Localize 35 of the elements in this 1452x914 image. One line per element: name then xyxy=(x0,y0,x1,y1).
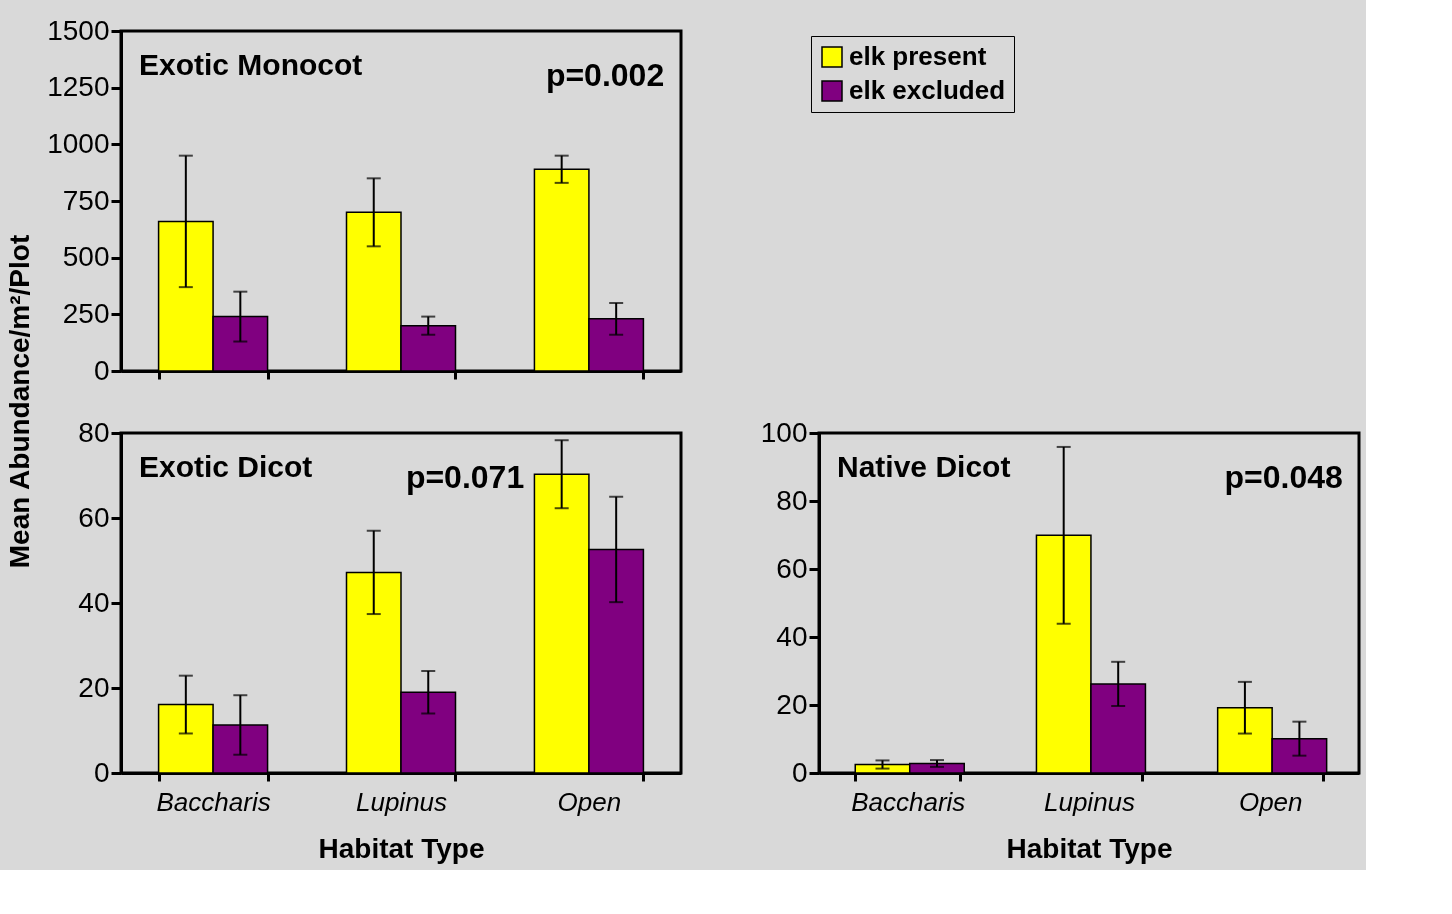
y-tick-label: 80 xyxy=(776,484,808,516)
x-tick-label: Baccharis xyxy=(156,786,271,817)
text: Native Dicot xyxy=(837,450,1011,483)
y-tick-label: 1500 xyxy=(47,14,110,46)
y-tick-label: 0 xyxy=(93,756,110,788)
legend-label: elk excluded xyxy=(849,75,1006,105)
y-tick-label: 1250 xyxy=(47,71,110,103)
x-axis-title: Habitat Type xyxy=(1006,832,1173,864)
text: Exotic Dicot xyxy=(139,450,313,483)
y-tick-label: 1000 xyxy=(47,127,110,159)
y-tick-label: 80 xyxy=(78,416,110,448)
x-tick-label: Baccharis xyxy=(851,786,966,817)
y-tick-label: 250 xyxy=(62,297,110,329)
y-tick-label: 0 xyxy=(93,354,110,386)
x-tick-label: Lupinus xyxy=(1043,786,1136,817)
annotation: p=0.048 xyxy=(1224,459,1343,495)
y-tick-label: 0 xyxy=(791,756,808,788)
x-tick-label: Open xyxy=(557,786,622,817)
y-tick-label: 20 xyxy=(78,671,110,703)
y-tick-label: 60 xyxy=(776,552,808,584)
x-tick-label: Open xyxy=(1238,786,1303,817)
annotation: p=0.071 xyxy=(405,459,525,495)
x-tick-label: Lupinus xyxy=(355,786,448,817)
y-tick-label: 750 xyxy=(62,184,110,216)
x-axis-title: Habitat Type xyxy=(318,832,485,864)
text: Exotic Monocot xyxy=(139,48,363,81)
y-tick-label: 20 xyxy=(776,688,808,720)
y-tick-label: 40 xyxy=(78,586,110,618)
y-axis-title: Mean Abundance/m²/Plot xyxy=(4,234,36,569)
y-tick-label: 60 xyxy=(78,501,110,533)
y-tick-label: 40 xyxy=(776,620,808,652)
y-tick-label: 100 xyxy=(760,416,808,448)
legend-label: elk present xyxy=(849,41,987,71)
annotation: p=0.002 xyxy=(545,57,665,93)
y-tick-label: 500 xyxy=(62,241,110,273)
